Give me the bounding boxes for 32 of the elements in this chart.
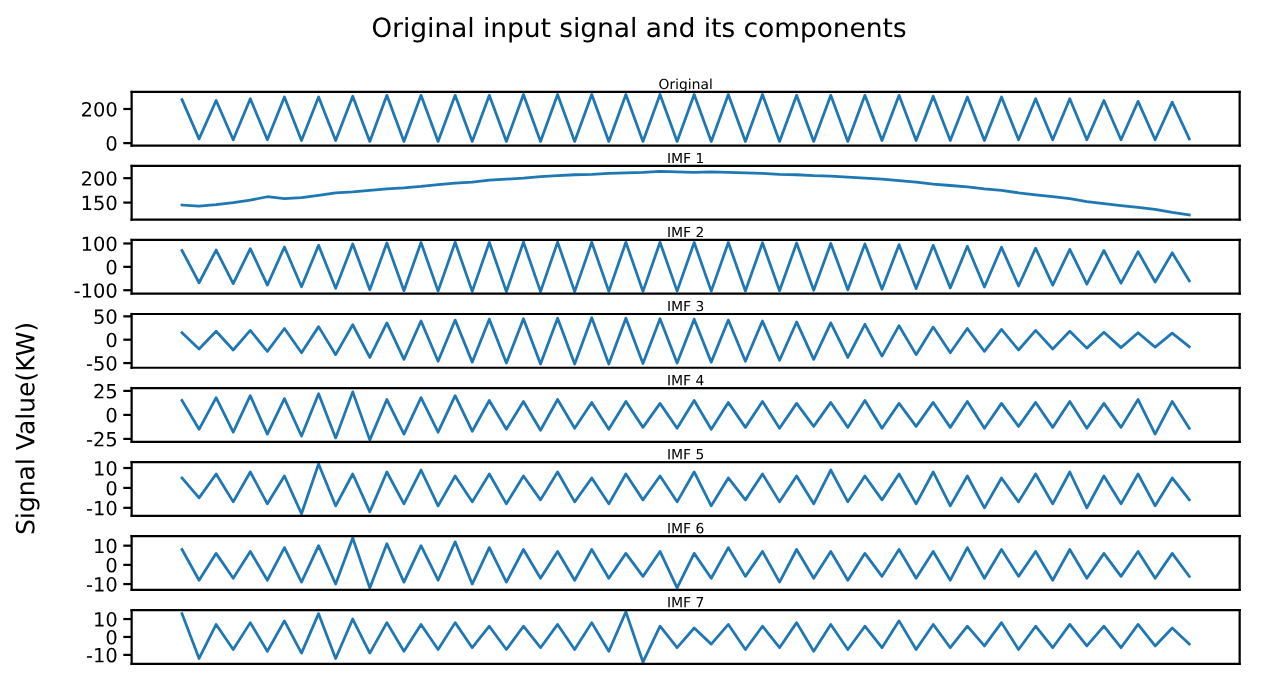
y-tick-label: 0 bbox=[106, 332, 117, 348]
y-tick-label: 10 bbox=[95, 538, 117, 554]
y-tick-label: 100 bbox=[82, 236, 117, 252]
y-tick-label: 10 bbox=[95, 612, 117, 627]
line-series bbox=[180, 169, 1191, 217]
y-tick-label: 50 bbox=[94, 309, 117, 324]
line-series bbox=[180, 610, 1191, 664]
line-series bbox=[180, 536, 1191, 590]
y-tick-label: 150 bbox=[82, 195, 117, 211]
y-tick-label: -100 bbox=[74, 283, 117, 298]
y-tick-label: 0 bbox=[106, 407, 117, 423]
y-axis-title: Signal Value(KW) bbox=[15, 324, 40, 534]
y-tick-label: 10 bbox=[95, 460, 117, 476]
y-tick-label: 200 bbox=[82, 171, 117, 186]
y-tick-label: 0 bbox=[106, 629, 117, 645]
y-tick-label: 0 bbox=[106, 480, 117, 496]
text: Original input signal and its components bbox=[372, 16, 906, 43]
line-series bbox=[180, 93, 1191, 143]
y-tick-label: -10 bbox=[86, 647, 117, 663]
line-series bbox=[180, 462, 1191, 516]
y-tick-label: 25 bbox=[94, 383, 117, 399]
y-tick-label: -25 bbox=[86, 431, 117, 447]
y-tick-label: 0 bbox=[106, 136, 117, 151]
line-series bbox=[180, 316, 1191, 366]
y-tick-label: -10 bbox=[86, 577, 117, 592]
line-series bbox=[180, 390, 1191, 442]
y-tick-label: 0 bbox=[106, 557, 117, 573]
y-tick-label: -50 bbox=[86, 356, 117, 371]
line-series bbox=[180, 240, 1191, 294]
y-tick-label: 0 bbox=[106, 259, 117, 275]
y-tick-label: 200 bbox=[82, 101, 117, 117]
y-tick-label: -10 bbox=[86, 500, 117, 516]
